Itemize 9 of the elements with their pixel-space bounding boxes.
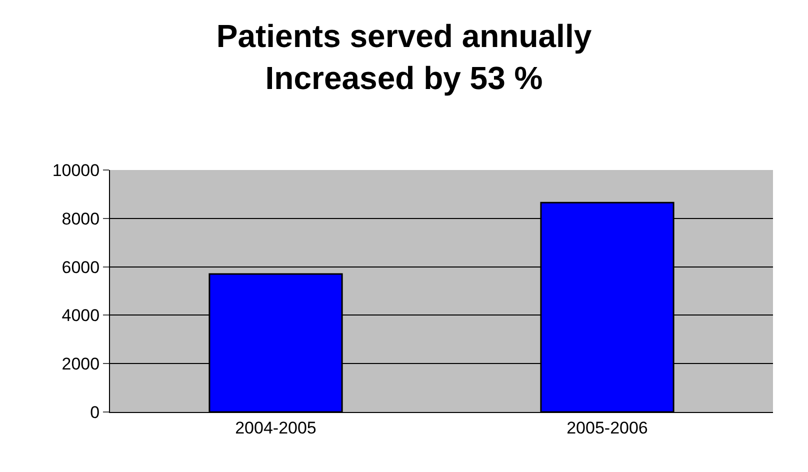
y-tick-label: 2000 — [62, 354, 100, 374]
x-tick-label: 2004-2005 — [235, 418, 316, 438]
chart-title: Patients served annually Increased by 53 % — [216, 18, 592, 96]
x-tick-label: 2005-2006 — [566, 418, 648, 438]
y-tick-label: 4000 — [62, 306, 100, 326]
y-tick-label: 0 — [90, 402, 100, 422]
y-tick-label: 8000 — [62, 209, 100, 228]
y-tick-label: 10000 — [52, 160, 100, 180]
y-tick-label: 6000 — [62, 258, 100, 277]
